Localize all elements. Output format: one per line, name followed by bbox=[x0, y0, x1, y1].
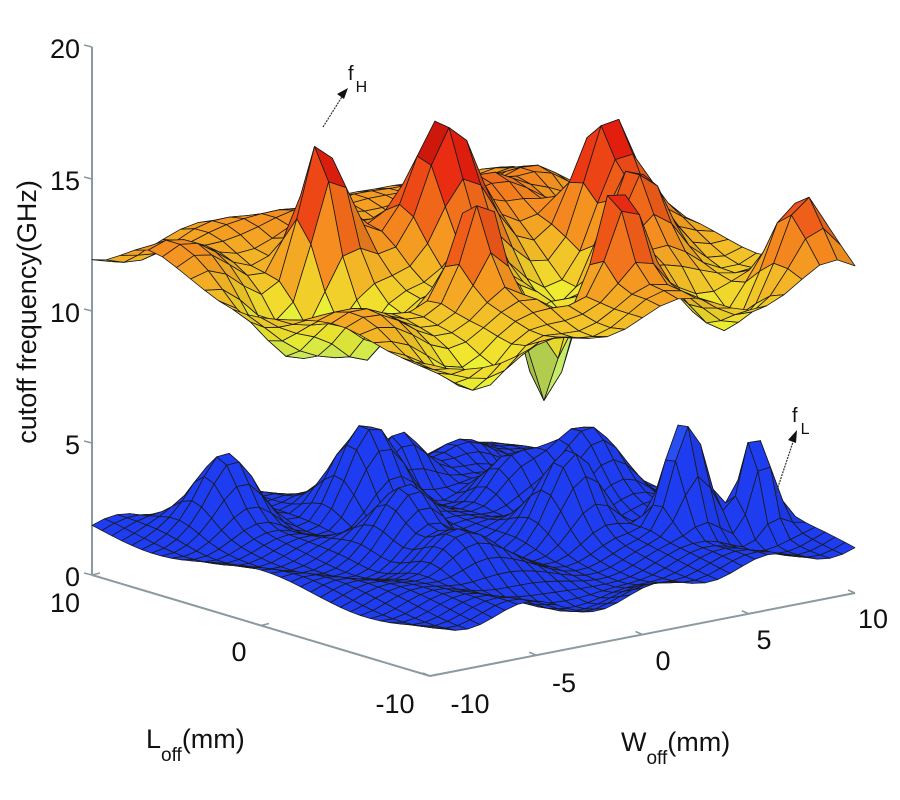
annotation-f-low-sub: L bbox=[801, 421, 810, 438]
annotation-label-f-high: fH bbox=[348, 63, 367, 96]
surface-high-face bbox=[415, 361, 449, 371]
annotation-arrow-f-high bbox=[322, 91, 346, 128]
w-axis-title: Woff(mm) bbox=[621, 727, 730, 769]
w-tick-marks bbox=[422, 589, 856, 677]
w-tick-label: 5 bbox=[756, 625, 771, 655]
z-tick-label: 10 bbox=[50, 298, 80, 328]
w-tick-mark bbox=[847, 589, 856, 594]
w-tick-label: -5 bbox=[552, 668, 576, 698]
z-tick-mark bbox=[83, 308, 93, 312]
z-tick-label: 15 bbox=[50, 166, 80, 196]
z-tick-mark bbox=[83, 440, 93, 444]
l-axis-title: Loff(mm) bbox=[146, 724, 245, 766]
l-axis-title-main: L bbox=[146, 724, 161, 754]
z-tick-marks bbox=[83, 44, 93, 576]
l-axis-title-sub: off bbox=[161, 745, 183, 766]
l-tick-mark bbox=[429, 673, 439, 677]
annotation-f-high: fH bbox=[322, 63, 367, 128]
z-tick-mark bbox=[83, 44, 93, 48]
annotation-f-high-main: f bbox=[348, 63, 354, 85]
w-axis-title-unit: (mm) bbox=[667, 727, 730, 757]
arrowhead-icon bbox=[788, 430, 797, 443]
l-tick-label: -10 bbox=[375, 689, 414, 719]
arrowhead-icon bbox=[337, 88, 348, 99]
w-axis-title-main: W bbox=[621, 727, 647, 757]
annotation-label-f-low: fL bbox=[792, 405, 810, 438]
z-tick-mark bbox=[83, 572, 93, 576]
annotation-f-high-sub: H bbox=[356, 79, 368, 96]
l-tick-mark bbox=[91, 572, 101, 576]
z-tick-label: 20 bbox=[50, 34, 80, 64]
w-tick-mark bbox=[422, 672, 431, 677]
axes bbox=[83, 44, 856, 677]
l-tick-label: 10 bbox=[50, 588, 80, 618]
w-tick-mark bbox=[741, 610, 750, 615]
w-tick-mark bbox=[528, 651, 537, 656]
annotation-arrow-f-low bbox=[774, 435, 796, 497]
w-axis-title-sub: off bbox=[646, 748, 668, 769]
annotation-f-low: fL bbox=[774, 405, 810, 497]
z-tick-label: 5 bbox=[65, 430, 80, 460]
l-axis-title-unit: (mm) bbox=[182, 724, 245, 754]
surface-low-face bbox=[419, 625, 443, 630]
w-tick-label: 0 bbox=[655, 646, 670, 676]
w-tick-label: 10 bbox=[858, 604, 888, 634]
surface-f-low bbox=[91, 424, 856, 631]
w-tick-label: -10 bbox=[450, 689, 489, 719]
l-tick-mark bbox=[260, 622, 270, 627]
annotation-f-low-main: f bbox=[792, 405, 798, 427]
z-tick-label: 0 bbox=[65, 562, 80, 592]
z-axis-title: cutoff frequency(GHz) bbox=[12, 180, 42, 444]
z-tick-mark bbox=[83, 176, 93, 180]
l-tick-label: 0 bbox=[231, 637, 246, 667]
w-tick-mark bbox=[635, 630, 643, 636]
l-tick-marks bbox=[91, 572, 439, 677]
surface-f-high bbox=[91, 119, 856, 401]
